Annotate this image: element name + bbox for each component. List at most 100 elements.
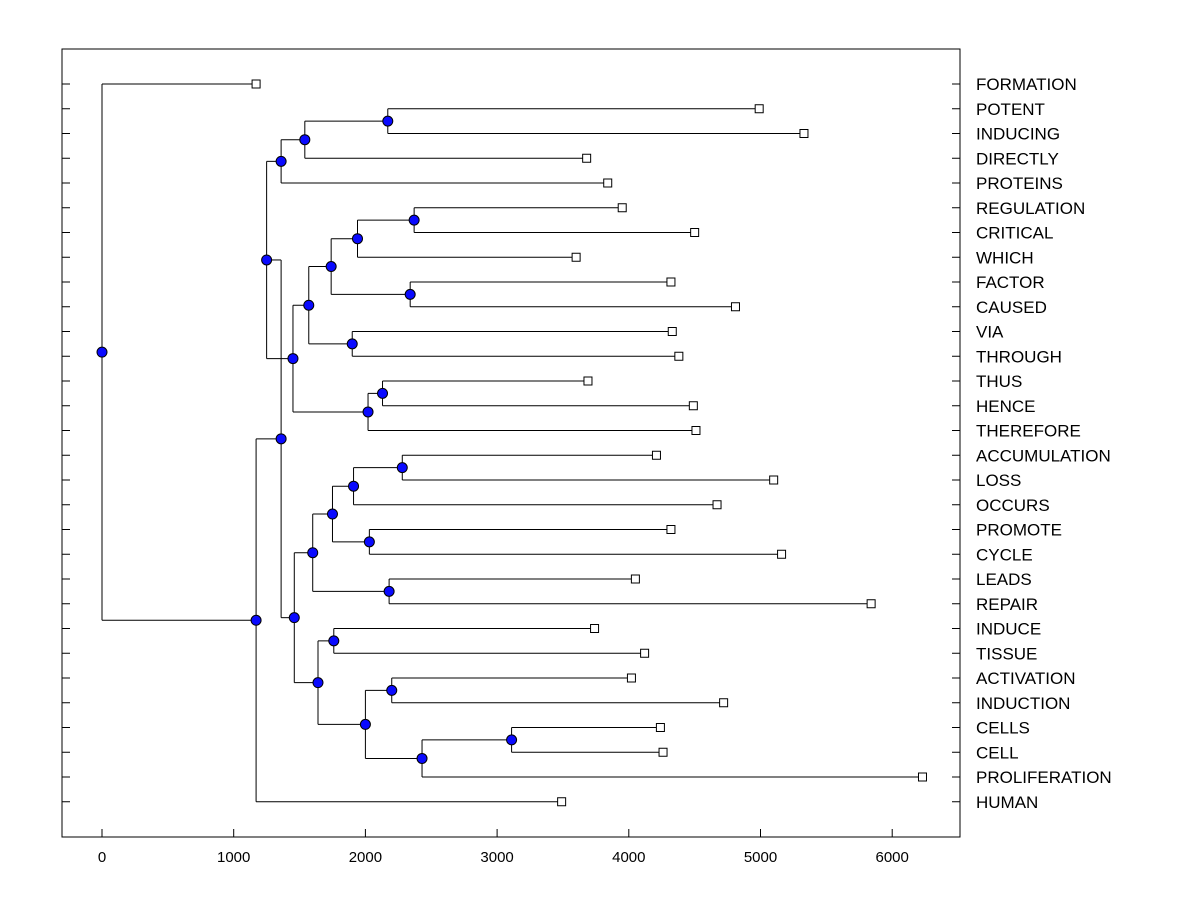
- x-tick-label: 6000: [876, 849, 909, 866]
- x-axis: 0 1000 2000 3000 4000 5000 6000: [98, 829, 909, 866]
- leaf-marker-promote: [666, 525, 676, 534]
- leaf-label-caused: CAUSED: [976, 298, 1047, 317]
- leaf-marker-inducing: [799, 129, 809, 138]
- leaf-label-cell: CELL: [976, 743, 1019, 762]
- plot-frame: [61, 48, 961, 838]
- leaf-label-leads: LEADS: [976, 570, 1032, 589]
- leaf-marker-critical: [690, 228, 700, 237]
- merge-node-m27: [275, 433, 287, 445]
- leaf-marker-accumulation: [651, 450, 661, 460]
- merge-nodes: [96, 115, 518, 764]
- leaf-marker-tissue: [640, 648, 650, 658]
- merge-node-m14: [396, 462, 408, 474]
- x-tick-label: 0: [98, 849, 106, 866]
- merge-node-m11: [362, 406, 374, 418]
- leaf-label-proteins: PROTEINS: [976, 174, 1063, 193]
- leaf-labels: FORMATION POTENT INDUCING DIRECTLY PROTEINS R…: [976, 75, 1112, 812]
- merge-node-m10: [377, 387, 389, 399]
- merge-node-m18: [383, 585, 395, 597]
- tree-edges: [101, 83, 923, 803]
- merge-node-m22: [506, 734, 518, 746]
- leaf-label-through: THROUGH: [976, 347, 1062, 366]
- leaf-markers: [251, 79, 927, 807]
- leaf-label-induction: INDUCTION: [976, 694, 1070, 713]
- merge-node-m2: [299, 134, 311, 146]
- leaf-label-critical: CRITICAL: [976, 224, 1053, 243]
- leaf-label-loss: LOSS: [976, 471, 1021, 490]
- leaf-label-cells: CELLS: [976, 719, 1030, 738]
- leaf-marker-hence: [688, 401, 698, 411]
- merge-node-m6: [404, 288, 416, 300]
- x-tick-label: 1000: [217, 849, 250, 866]
- leaf-marker-via: [667, 327, 677, 336]
- left-axis-ticks: [62, 83, 70, 803]
- merge-node-m5: [351, 233, 363, 245]
- leaf-label-regulation: REGULATION: [976, 199, 1085, 218]
- leaf-marker-caused: [730, 302, 740, 312]
- leaf-label-cycle: CYCLE: [976, 545, 1033, 564]
- leaf-label-induce: INDUCE: [976, 620, 1041, 639]
- merge-node-m19: [307, 547, 319, 559]
- leaf-label-via: VIA: [976, 323, 1004, 342]
- leaf-marker-therefore: [691, 426, 701, 435]
- leaf-marker-directly: [582, 153, 592, 163]
- merge-node-m3: [275, 155, 287, 167]
- merge-node-m12: [287, 353, 299, 365]
- leaf-label-formation: FORMATION: [976, 75, 1077, 94]
- leaf-marker-leads: [630, 574, 640, 584]
- leaf-marker-factor: [666, 277, 676, 287]
- merge-node-m16: [363, 536, 375, 548]
- leaf-marker-occurs: [712, 500, 722, 510]
- leaf-label-human: HUMAN: [976, 793, 1038, 812]
- leaf-marker-proliferation: [917, 772, 927, 782]
- merge-node-m17: [326, 508, 338, 520]
- x-tick-label: 3000: [480, 849, 513, 866]
- leaf-marker-cells: [655, 723, 665, 732]
- leaf-label-proliferation: PROLIFERATION: [976, 768, 1112, 787]
- leaf-marker-induce: [590, 624, 600, 633]
- leaf-marker-induction: [719, 698, 729, 708]
- leaf-marker-regulation: [617, 203, 627, 213]
- x-tick-label: 5000: [744, 849, 777, 866]
- leaf-label-inducing: INDUCING: [976, 125, 1060, 144]
- leaf-marker-loss: [769, 475, 779, 485]
- leaf-label-which: WHICH: [976, 248, 1034, 267]
- leaf-label-activation: ACTIVATION: [976, 669, 1076, 688]
- merge-node-m4: [408, 214, 420, 226]
- leaf-marker-activation: [626, 673, 636, 683]
- merge-node-m25: [312, 677, 324, 689]
- merge-node-m9: [303, 299, 315, 311]
- right-axis-ticks: [952, 83, 960, 803]
- merge-node-m15: [348, 480, 360, 492]
- leaf-label-potent: POTENT: [976, 100, 1045, 119]
- leaf-label-repair: REPAIR: [976, 595, 1038, 614]
- merge-node-m21: [386, 684, 398, 696]
- leaf-label-therefore: THEREFORE: [976, 422, 1081, 441]
- merge-node-m23: [416, 752, 428, 764]
- leaf-marker-potent: [754, 104, 764, 114]
- merge-node-m24: [359, 718, 371, 730]
- leaf-marker-through: [674, 351, 684, 361]
- leaf-marker-which: [571, 252, 581, 262]
- merge-node-m13: [261, 254, 273, 266]
- leaf-label-occurs: OCCURS: [976, 496, 1050, 515]
- merge-node-m29: [96, 346, 108, 358]
- leaf-marker-formation: [251, 79, 261, 89]
- leaf-label-promote: PROMOTE: [976, 521, 1062, 540]
- leaf-marker-proteins: [603, 178, 613, 188]
- leaf-marker-repair: [866, 599, 876, 609]
- leaf-label-factor: FACTOR: [976, 273, 1045, 292]
- leaf-label-thus: THUS: [976, 372, 1022, 391]
- leaf-marker-thus: [583, 376, 593, 386]
- leaf-label-hence: HENCE: [976, 397, 1036, 416]
- x-tick-label: 2000: [349, 849, 382, 866]
- merge-node-m8: [346, 338, 358, 350]
- leaf-marker-human: [557, 797, 567, 807]
- merge-node-m1: [382, 115, 394, 127]
- leaf-label-tissue: TISSUE: [976, 644, 1037, 663]
- merge-node-m7: [325, 261, 337, 273]
- x-tick-label: 4000: [612, 849, 645, 866]
- leaf-label-accumulation: ACCUMULATION: [976, 446, 1111, 465]
- merge-node-m26: [288, 612, 300, 624]
